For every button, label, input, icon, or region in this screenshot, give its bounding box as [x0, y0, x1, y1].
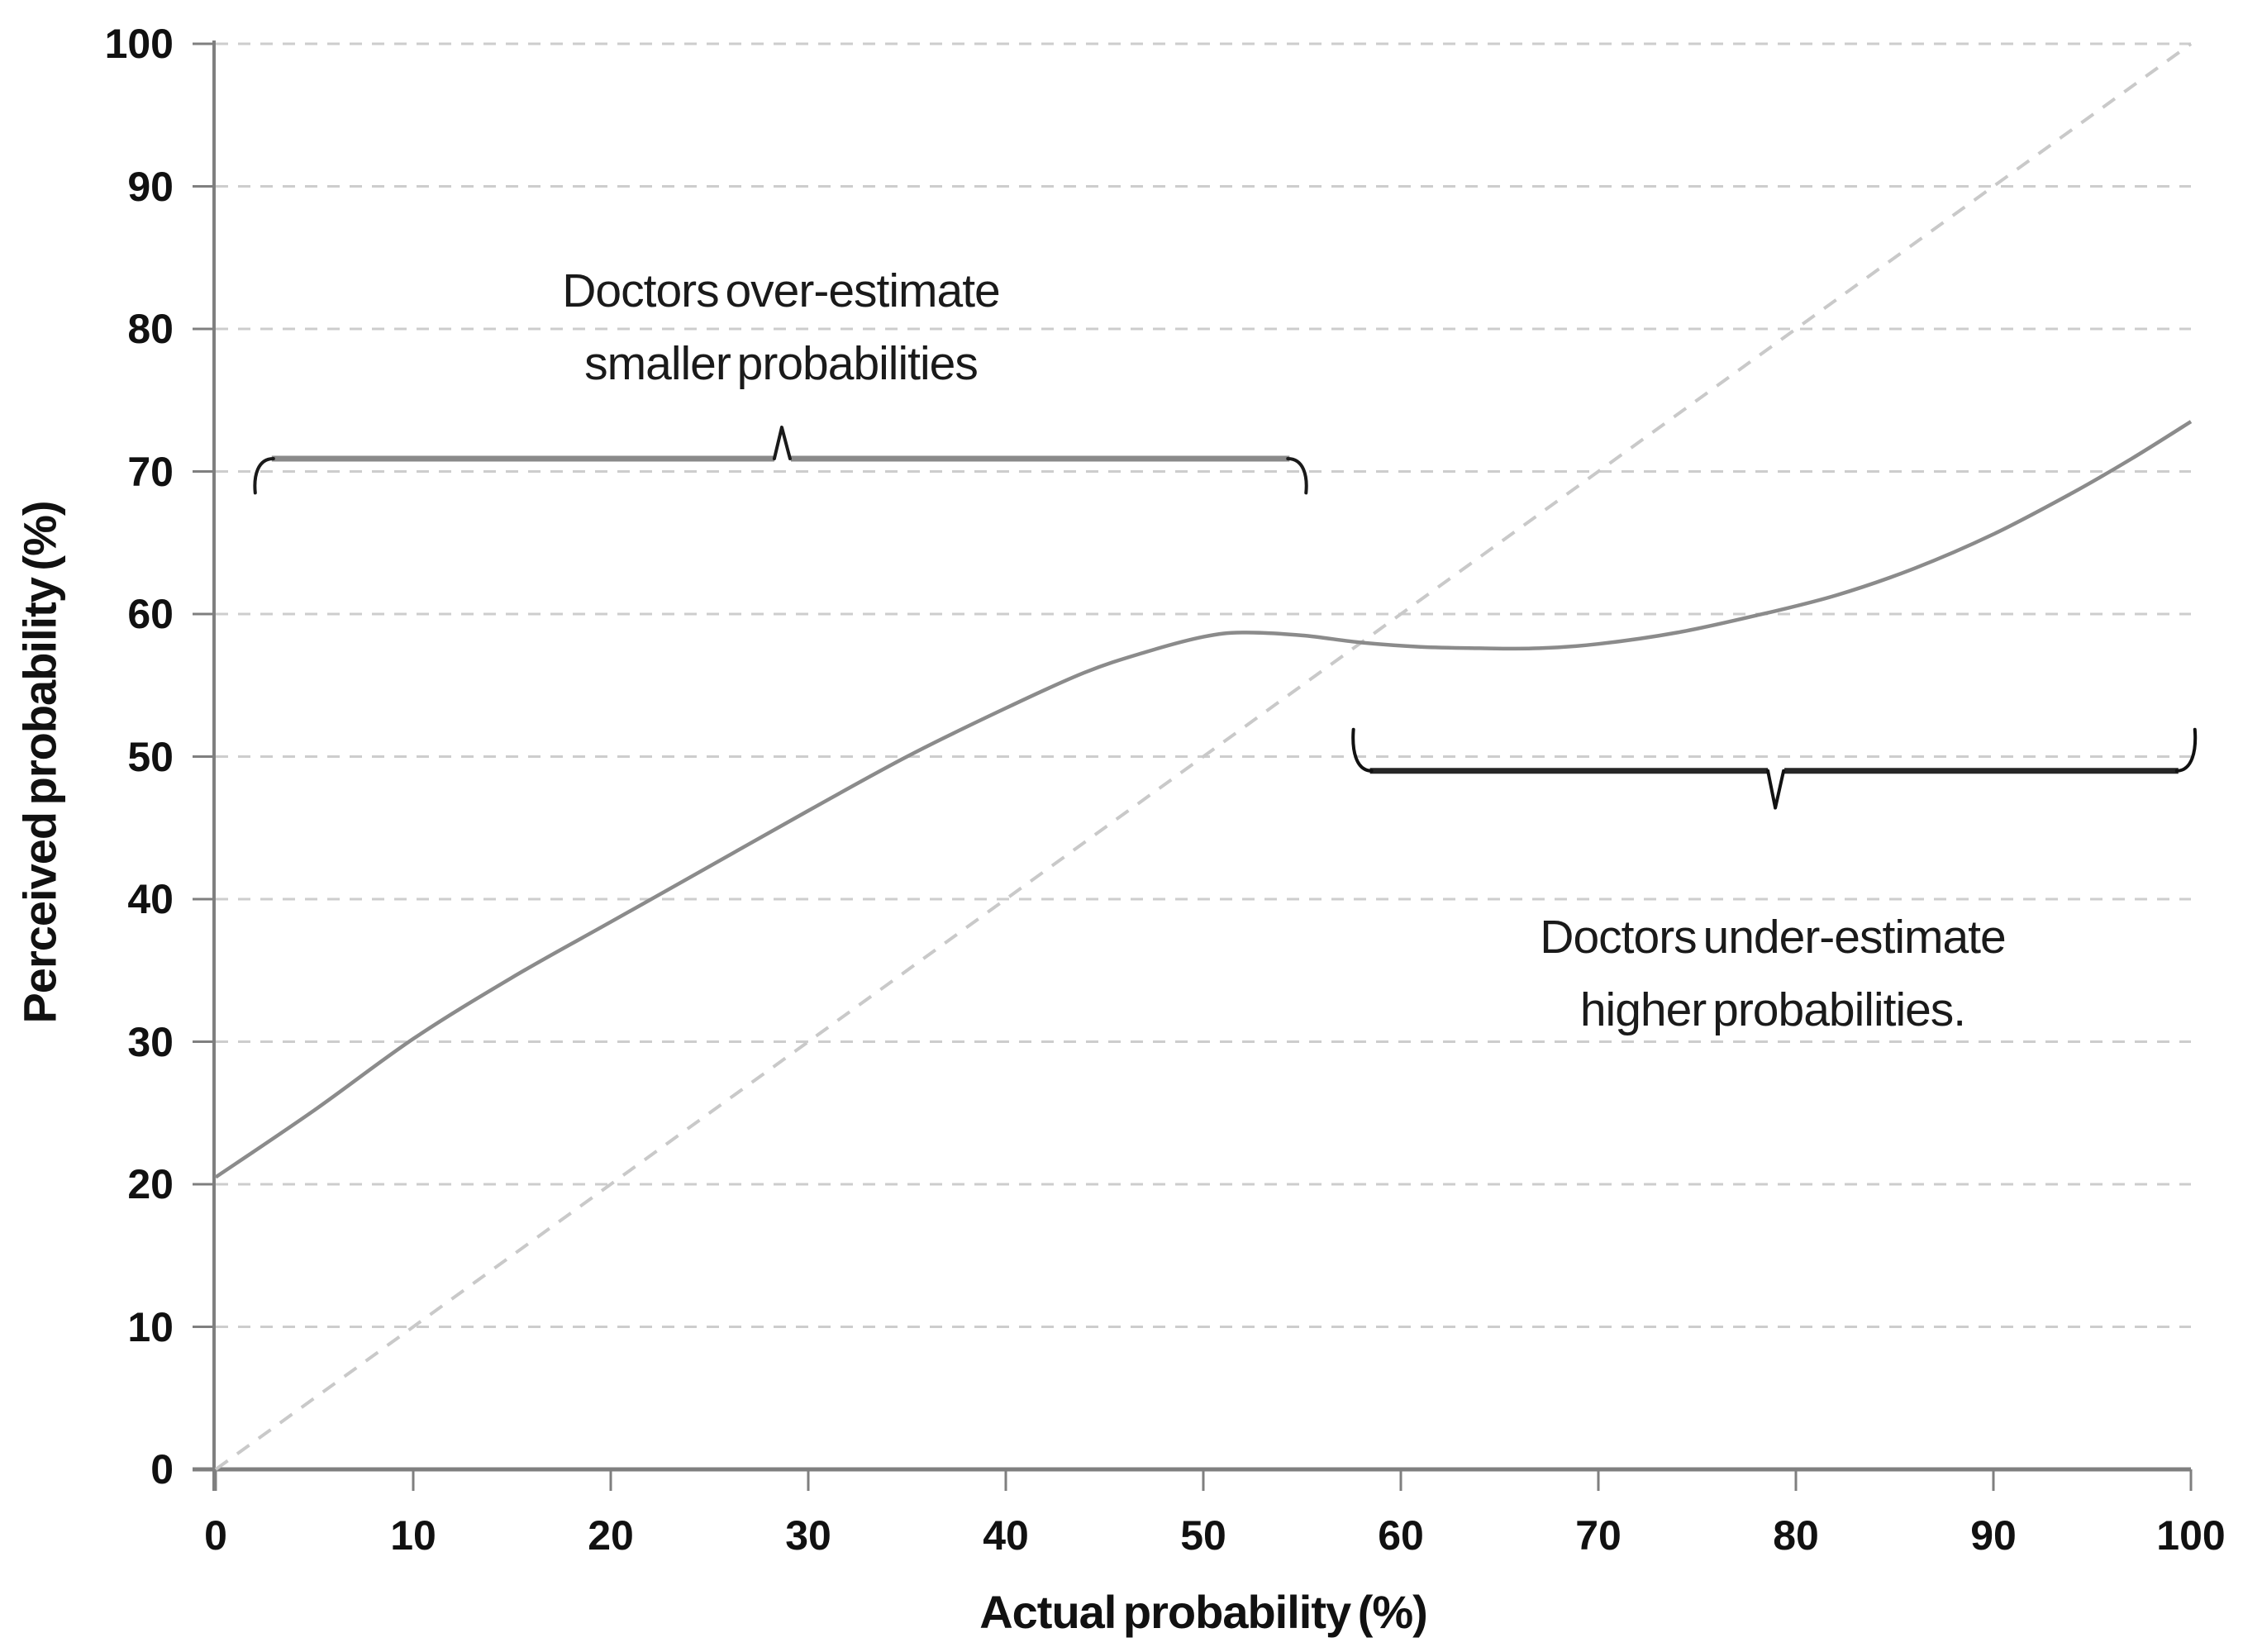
y-tick-label-50: 50 [127, 733, 174, 780]
overestimate-annotation: Doctors over-estimate smaller probabilit… [562, 255, 1001, 400]
axes-and-ticks [193, 40, 2193, 1491]
x-tick-label-80: 80 [1773, 1512, 1819, 1559]
underestimate-annotation: Doctors under-estimate higher probabilit… [1540, 901, 2006, 1046]
x-tick-label-90: 90 [1970, 1512, 2017, 1559]
perceived-probability-curve [214, 420, 2193, 1179]
underestimate-brace-hooks [1351, 727, 2198, 810]
underestimate-annotation-line2: higher probabilities. [1579, 983, 1966, 1036]
y-tick-label-100: 100 [104, 21, 174, 67]
underestimate-annotation-line1: Doctors under-estimate [1540, 911, 2006, 964]
y-tick-label-60: 60 [127, 591, 174, 637]
x-tick-label-60: 60 [1378, 1512, 1424, 1559]
x-axis-title: Actual probability (%) [979, 1586, 1428, 1638]
y-tick-label-80: 80 [127, 306, 174, 352]
x-tick-label-50: 50 [1180, 1512, 1226, 1559]
y-tick-label-30: 30 [127, 1018, 174, 1065]
horizontal-gridlines [216, 42, 2191, 1328]
overestimate-annotation-line2: smaller probabilities [584, 337, 979, 390]
x-tick-label-0: 0 [204, 1512, 227, 1559]
overestimate-brace-hooks [253, 426, 1308, 495]
y-tick-label-20: 20 [127, 1161, 174, 1207]
y-tick-label-90: 90 [127, 163, 174, 210]
x-tick-label-20: 20 [588, 1512, 634, 1559]
x-tick-label-40: 40 [983, 1512, 1029, 1559]
x-tick-label-30: 30 [785, 1512, 831, 1559]
overestimate-annotation-line1: Doctors over-estimate [562, 264, 1001, 317]
y-tick-label-40: 40 [127, 876, 174, 922]
x-tick-label-100: 100 [2156, 1512, 2226, 1559]
x-tick-label-10: 10 [390, 1512, 436, 1559]
data-series [214, 42, 2193, 1471]
curly-braces [253, 426, 2198, 810]
identity-line [214, 42, 2193, 1471]
y-tick-label-0: 0 [150, 1446, 174, 1493]
x-tick-label-70: 70 [1575, 1512, 1622, 1559]
y-tick-label-10: 10 [127, 1303, 174, 1350]
y-tick-label-70: 70 [127, 448, 174, 495]
